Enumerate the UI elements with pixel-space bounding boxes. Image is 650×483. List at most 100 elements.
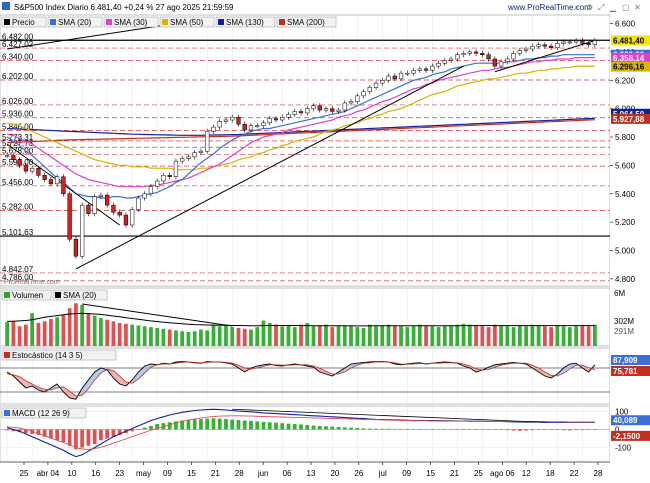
volume-bar: [186, 332, 191, 346]
volume-bar: [336, 326, 341, 346]
x-tick-label: 25: [20, 469, 29, 478]
close-icon[interactable]: ✕: [634, 3, 641, 12]
settings-icon[interactable]: ⚙: [586, 3, 593, 12]
candle-body: [236, 116, 241, 125]
candle-body: [536, 44, 541, 47]
candle-body: [230, 116, 235, 121]
volume-bar: [580, 325, 585, 346]
level-label: 5.456,00: [2, 178, 34, 187]
legend-label: Volumen: [12, 291, 43, 300]
candle-body: [286, 114, 291, 118]
search-icon[interactable]: ⌕: [574, 3, 578, 12]
macd-tag-label: -2,1500: [613, 432, 641, 441]
volume-bar: [292, 327, 297, 346]
y-tick-label: 4.800: [615, 275, 636, 284]
macd-histogram-bar: [324, 426, 328, 430]
level-label: 6.482,00: [2, 32, 34, 41]
maximize-icon[interactable]: ▢: [622, 3, 630, 12]
candle-body: [373, 82, 379, 88]
volume-bar: [311, 326, 316, 346]
volume-sma-line: [7, 312, 595, 327]
macd-histogram-bar: [280, 423, 285, 430]
candle-body: [336, 109, 341, 112]
candle-body: [180, 158, 185, 162]
candle-body: [5, 155, 10, 157]
macd-histogram-bar: [5, 429, 10, 431]
candle-body: [523, 48, 529, 51]
candle-body: [467, 51, 472, 54]
candle-body: [530, 45, 535, 50]
candle-body: [311, 105, 316, 109]
volume-bar: [530, 324, 535, 346]
macd-histogram-bar: [249, 420, 253, 430]
volume-bar: [567, 327, 572, 346]
candle-body: [61, 176, 66, 195]
macd-histogram-bar: [586, 429, 591, 430]
volume-bar: [405, 327, 410, 346]
volume-bar: [380, 325, 385, 346]
candle-body: [492, 58, 497, 67]
y-tick-label: 5.800: [615, 133, 636, 142]
candle-body: [555, 43, 560, 48]
macd-histogram-bar: [274, 422, 278, 430]
volume-bar: [67, 308, 72, 346]
macd-histogram-bar: [42, 429, 47, 437]
price-tag: [611, 52, 650, 63]
volume-bar: [142, 326, 147, 346]
legend-item: [159, 16, 215, 28]
macd-histogram-bar: [80, 429, 85, 448]
volume-trendline: [82, 303, 233, 327]
y-tick-label: 5.600: [615, 161, 636, 170]
candle-body: [417, 68, 422, 71]
x-tick-label: 13: [307, 469, 316, 478]
candle-body: [86, 204, 91, 214]
x-tick-label: 21: [211, 469, 220, 478]
candle-body: [323, 108, 329, 111]
candle-body: [111, 204, 116, 213]
x-axis: 25 abr 04 10 16 23 may 09 15 21 28 jun 06 13 20 26 jul 0…: [0, 461, 610, 478]
macd-histogram-bar: [411, 429, 416, 430]
volume-bar: [86, 313, 91, 346]
price-tag: [611, 113, 650, 124]
volume-bar: [230, 327, 235, 346]
candle-body: [436, 62, 441, 67]
volume-bar: [299, 324, 303, 346]
volume-bar: [524, 326, 528, 346]
x-tick-label: 15: [187, 469, 196, 478]
macd-tag: [611, 430, 650, 441]
candle-body: [217, 121, 222, 128]
candle-body: [98, 194, 104, 197]
volume-bar: [424, 325, 428, 346]
macd-histogram-bar: [317, 425, 322, 430]
candle-body: [517, 50, 522, 54]
candle-body: [73, 238, 79, 257]
legend-item: [52, 289, 108, 301]
minimize-icon[interactable]: ▁: [609, 3, 617, 12]
volume-bar: [442, 326, 447, 346]
menu-icon[interactable]: [2, 2, 10, 10]
watermark: ProRealTime.com: [4, 279, 60, 286]
candle-body: [586, 43, 591, 46]
stochastic-fill: [19, 376, 26, 388]
candle-body: [267, 118, 272, 124]
candle-body: [292, 111, 297, 115]
stochastic-fill: [569, 363, 577, 369]
volume-bar: [474, 325, 478, 346]
window-controls: ⌕ ⚙ ⤢ ▁ ▢ ✕: [2, 2, 641, 12]
candle-body: [498, 61, 504, 67]
stochastic-fill: [344, 364, 352, 372]
site-label: www.ProRealTime.com: [507, 3, 591, 12]
volume-bar: [349, 326, 353, 346]
level-label: 6.340,00: [2, 52, 34, 61]
expand-icon[interactable]: ⤢: [597, 3, 604, 12]
price-panel: 6.482,006.427,02 6.340,00 6.202,00 6.026,00…: [0, 15, 650, 462]
macd-histogram-bar: [480, 429, 485, 430]
volume-bar: [386, 324, 391, 346]
macd-histogram-bar: [211, 418, 216, 430]
sma50-line: [6, 65, 595, 171]
volume-bar: [480, 326, 485, 346]
candle-body: [198, 150, 204, 153]
volume-bar: [324, 324, 328, 346]
macd-histogram-bar: [524, 429, 528, 431]
candle-body: [117, 211, 122, 216]
